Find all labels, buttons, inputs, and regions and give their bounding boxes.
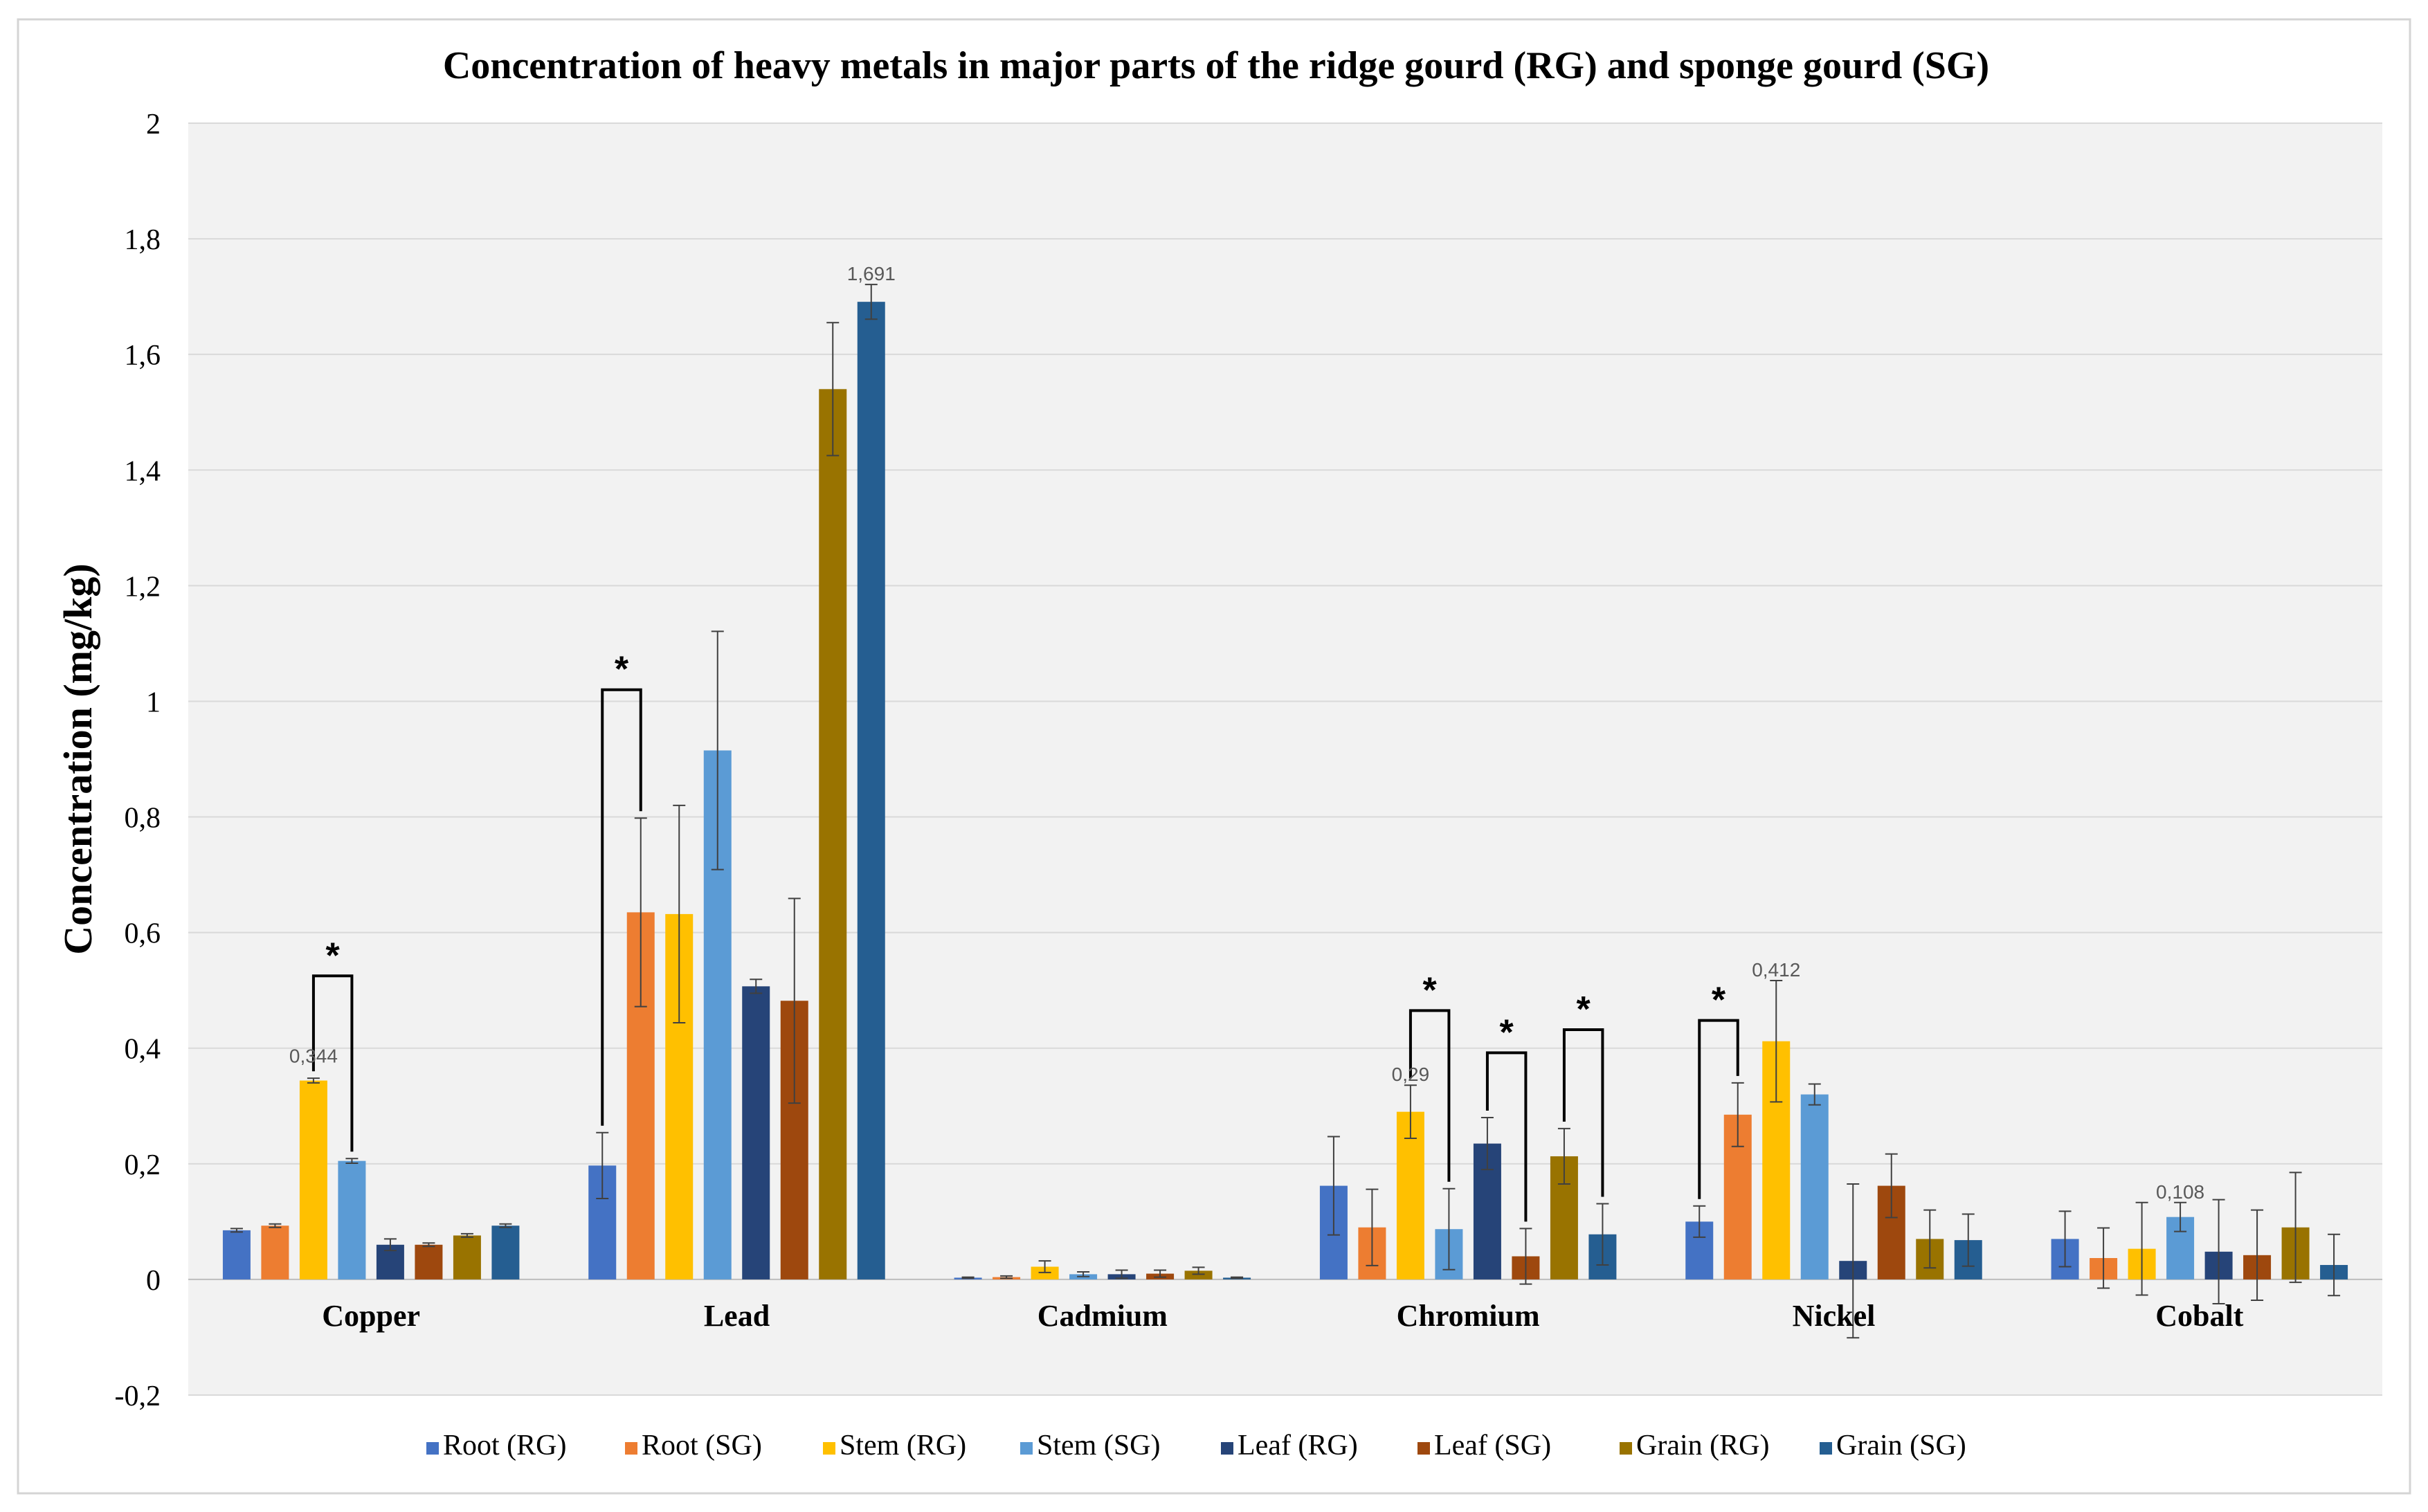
legend-label: Grain (RG) [1636, 1430, 1769, 1461]
bar [857, 302, 885, 1279]
legend-swatch [1620, 1442, 1632, 1455]
y-tick-label: 0,6 [125, 918, 161, 950]
y-axis-title: Concentration (mg/kg) [55, 563, 100, 954]
y-axis-ticks: -0,2 0 0,2 0,4 0,6 0,8 1 1,2 1,4 1,6 1,8 2 [115, 109, 161, 1412]
legend-swatch [1221, 1442, 1233, 1455]
legend-swatch [426, 1442, 439, 1455]
legend-label: Root (RG) [443, 1430, 567, 1461]
bar [299, 1080, 327, 1279]
data-label: 0,108 [2156, 1181, 2204, 1203]
legend-swatch [1020, 1442, 1033, 1455]
y-tick-label: 1 [146, 686, 161, 718]
y-tick-label: 0,8 [125, 803, 161, 835]
legend-label: Leaf (SG) [1434, 1430, 1551, 1461]
data-label: 0,29 [1392, 1064, 1430, 1085]
category-label: Nickel [1793, 1299, 1876, 1333]
legend-label: Root (SG) [642, 1430, 762, 1461]
legend-label: Stem (SG) [1037, 1430, 1161, 1461]
significance-bracket [311, 974, 354, 1152]
category-label: Cobalt [2155, 1299, 2243, 1333]
significance-star: * [326, 936, 341, 976]
bar [222, 1230, 251, 1279]
y-tick-label: 1,4 [125, 455, 161, 487]
significance-bracket [1562, 1028, 1604, 1197]
category-label: Copper [322, 1299, 420, 1333]
bar [453, 1235, 481, 1279]
y-tick-label: 1,6 [125, 340, 161, 372]
significance-bracket [1485, 1051, 1528, 1222]
legend-label: Leaf (RG) [1238, 1430, 1358, 1461]
bar [261, 1226, 289, 1279]
y-tick-label: 0,4 [125, 1034, 161, 1066]
legend-swatch [823, 1442, 835, 1455]
legend-label: Grain (SG) [1836, 1430, 1966, 1461]
data-label: 1,691 [847, 263, 896, 284]
y-tick-label: 0 [146, 1265, 161, 1297]
category-labels: Copper Lead Cadmium Chromium Nickel Cobalt [322, 1299, 2243, 1333]
error-bars [230, 284, 2341, 1339]
legend-swatch [625, 1442, 637, 1455]
legend: Root (RG) Root (SG) Stem (RG) Stem (SG) Leaf… [426, 1430, 1966, 1461]
significance-star: * [1500, 1012, 1514, 1053]
category-label: Cadmium [1038, 1299, 1168, 1333]
category-label: Lead [704, 1299, 770, 1333]
bar [1800, 1094, 1829, 1279]
y-tick-label: 1,8 [125, 224, 161, 256]
bar [819, 389, 847, 1279]
legend-label: Stem (RG) [840, 1430, 966, 1461]
bar [1184, 1270, 1213, 1279]
significance-star: * [1423, 970, 1438, 1010]
data-label: 0,344 [289, 1046, 338, 1067]
legend-swatch [1417, 1442, 1430, 1455]
significance-star: * [1577, 990, 1591, 1030]
bar [491, 1226, 520, 1279]
chart-title: Concentration of heavy metals in major p… [443, 44, 1989, 87]
significance-bracket [1698, 1019, 1739, 1199]
y-tick-label: 2 [146, 109, 161, 140]
category-label: Chromium [1397, 1299, 1540, 1333]
bar [338, 1160, 366, 1279]
legend-swatch [1820, 1442, 1832, 1455]
y-tick-label: 1,2 [125, 571, 161, 603]
grid-lines [188, 122, 2382, 1396]
plot-area [188, 123, 2382, 1395]
bar [742, 986, 770, 1279]
significance-brackets: * * * * * * [311, 650, 1739, 1222]
significance-bracket [1408, 1009, 1451, 1182]
significance-star: * [615, 650, 629, 690]
y-tick-label: 0,2 [125, 1149, 161, 1181]
data-label: 0,412 [1752, 959, 1800, 981]
bar [1396, 1111, 1424, 1279]
y-tick-label: -0,2 [115, 1381, 161, 1412]
significance-star: * [1712, 981, 1726, 1021]
significance-bracket [601, 688, 642, 1126]
bar [415, 1244, 443, 1279]
data-labels: 0,344 1,691 0,29 0,412 0,108 [289, 263, 2204, 1203]
